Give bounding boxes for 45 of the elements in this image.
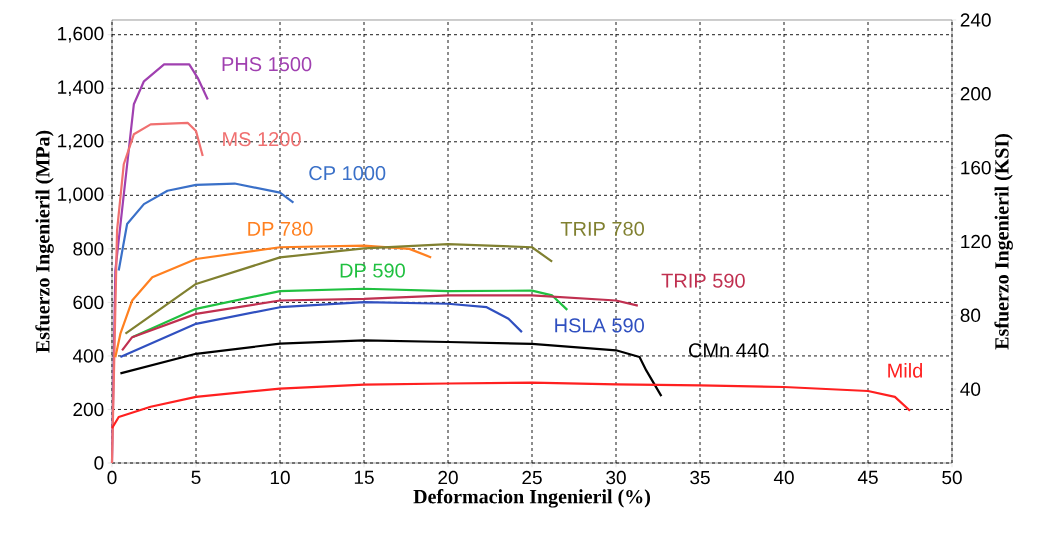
y2-tick-label: 120 [961,234,991,249]
x-tick-label: 35 [690,470,710,485]
series-label: MS 1200 [223,132,301,147]
y-tick-label: 400 [72,349,104,363]
series-label: Mild [888,363,923,378]
y-tick-label: 800 [73,242,104,256]
y-tick-label: 600 [73,295,104,310]
y-tick-label: 1,600 [58,26,104,43]
x-tick-label: 0 [107,470,117,485]
series-label: PHS 1500 [222,57,312,72]
line-series [114,244,433,359]
y2-tick-label: 200 [960,87,991,101]
x-axis-title: Deformacion Ingenieril (%) [413,489,651,508]
x-tick-label: 5 [191,470,201,485]
line-series [119,301,524,359]
series-label: DP 590 [340,263,405,278]
series-label: DP 780 [248,221,313,236]
line-series [124,242,554,335]
x-tick-label: 10 [270,470,290,485]
y-axis-title: Esfuerzo Ingenieril (MPa) [35,130,54,353]
y2-tick-label: 160 [961,160,991,175]
x-tick-label: 25 [522,470,542,485]
series-label: TRIP 590 [661,273,745,288]
y2-tick-label: 40 [960,382,981,396]
x-tick-label: 45 [857,470,878,485]
x-tick-label: 15 [354,470,374,485]
line-series [110,381,912,430]
series-label: TRIP 780 [560,221,644,236]
text: CMn 440 [689,343,769,358]
y2-tick-label: 80 [960,308,981,323]
y2-axis-title: Esfuerzo Ingenieril (KSI) [994,134,1013,350]
y2-tick-label: 240 [960,13,991,27]
series-label: CP 1000 [309,166,386,181]
y-tick-label: 0 [94,456,104,470]
y-tick-label: 1,000 [58,187,104,204]
x-tick-label: 50 [942,470,962,485]
y-tick-label: 1,200 [58,133,104,150]
y-tick-label: 1,400 [58,80,104,97]
series-label: HSLA 590 [555,318,644,333]
line-series [110,121,204,465]
x-tick-label: 30 [606,470,626,485]
y-tick-label: 200 [73,402,104,417]
x-tick-label: 20 [438,470,458,485]
x-tick-label: 40 [773,470,794,485]
line-series [119,339,663,398]
